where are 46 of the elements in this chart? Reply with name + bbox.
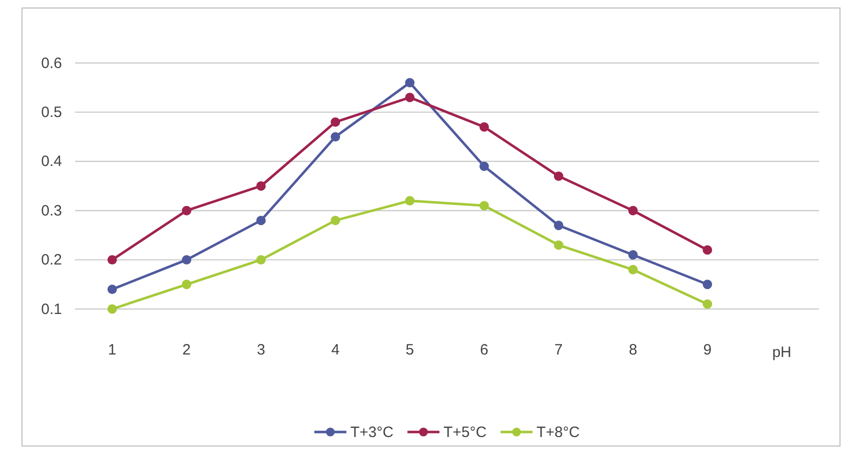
x-tick-label: 6 bbox=[480, 342, 488, 359]
x-tick-label: 3 bbox=[256, 342, 266, 359]
point bbox=[107, 255, 117, 265]
point bbox=[702, 245, 712, 255]
x-tick-label: 4 bbox=[331, 342, 340, 359]
y-tick-label: 0.6 bbox=[41, 54, 62, 72]
y-tick-label: 0.3 bbox=[41, 202, 62, 220]
point bbox=[107, 284, 117, 294]
x-tick-label: 8 bbox=[628, 342, 638, 359]
point bbox=[554, 220, 564, 230]
point bbox=[330, 216, 340, 226]
point bbox=[182, 280, 192, 290]
point bbox=[479, 122, 489, 132]
point bbox=[256, 181, 266, 191]
point bbox=[182, 206, 192, 216]
x-axis-title: pH bbox=[772, 344, 792, 361]
point bbox=[256, 255, 266, 265]
point bbox=[330, 117, 340, 127]
point bbox=[405, 196, 415, 206]
point bbox=[628, 250, 638, 260]
point bbox=[479, 200, 489, 210]
point bbox=[702, 299, 712, 309]
point bbox=[554, 171, 564, 181]
x-tick-label: 1 bbox=[108, 342, 116, 359]
point bbox=[182, 255, 192, 265]
point bbox=[554, 240, 564, 250]
point bbox=[405, 92, 415, 102]
y-tick-label: 0.2 bbox=[41, 252, 62, 269]
legend-label: T+3°C bbox=[350, 424, 394, 441]
legend-label: T+8°C bbox=[536, 424, 580, 441]
point bbox=[628, 206, 638, 216]
point bbox=[256, 216, 266, 226]
point bbox=[330, 132, 340, 142]
x-tick-label: 9 bbox=[703, 342, 712, 359]
point bbox=[628, 264, 638, 274]
y-tick-label: 0.4 bbox=[41, 153, 62, 170]
legend-label: T+5°C bbox=[443, 424, 487, 441]
point bbox=[702, 280, 712, 290]
y-tick-label: 0.5 bbox=[41, 104, 62, 121]
point bbox=[405, 78, 415, 88]
x-tick-label: 7 bbox=[554, 342, 563, 359]
point bbox=[479, 162, 489, 172]
point bbox=[107, 304, 117, 314]
x-tick-label: 5 bbox=[406, 342, 414, 359]
y-tick-label: 0.1 bbox=[41, 300, 62, 318]
x-tick-label: 2 bbox=[182, 342, 191, 359]
